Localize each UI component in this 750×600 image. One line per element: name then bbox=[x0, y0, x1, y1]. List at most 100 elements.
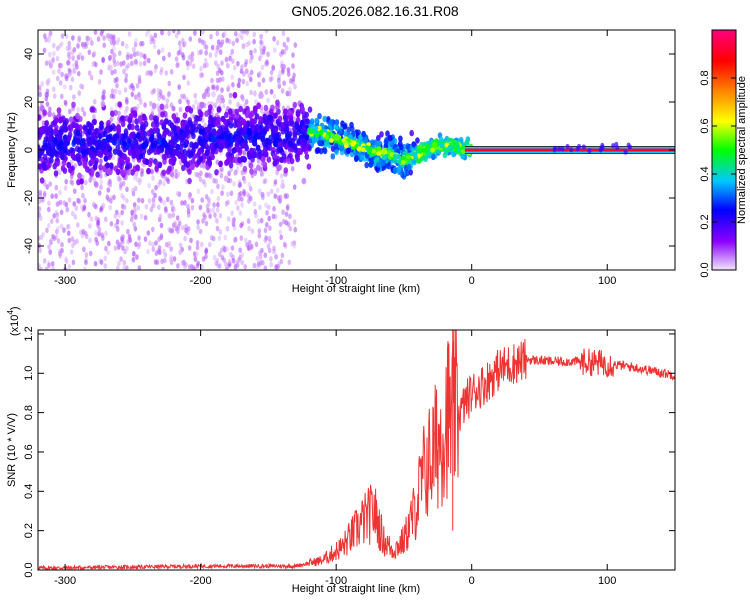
spectral-noise-point bbox=[151, 197, 156, 203]
spectral-noise-point bbox=[224, 261, 228, 268]
spectral-band-point bbox=[334, 119, 340, 126]
spectral-noise-point bbox=[237, 196, 241, 202]
spectral-noise-point bbox=[247, 225, 251, 232]
spectral-noise-point bbox=[249, 49, 253, 56]
spectral-noise-point bbox=[93, 260, 98, 267]
y-tick-label: -20 bbox=[23, 190, 35, 206]
spectrogram-marks bbox=[38, 30, 675, 270]
spectral-noise-point bbox=[94, 230, 98, 236]
spectral-band-point bbox=[59, 128, 64, 135]
figure-title: GN05.2026.082.16.31.R08 bbox=[291, 3, 459, 19]
spectral-peak-point bbox=[367, 147, 372, 153]
spectral-noise-point bbox=[79, 83, 83, 89]
spectral-band-point bbox=[374, 156, 380, 163]
x-tick-label: 0 bbox=[469, 275, 475, 287]
spectral-band-point bbox=[415, 137, 420, 144]
spectral-band-point bbox=[219, 139, 225, 146]
spectral-noise-point bbox=[153, 259, 158, 265]
colorbar-tick-label: 0.4 bbox=[699, 166, 711, 181]
spectral-band-point bbox=[236, 146, 241, 153]
spectral-band-point bbox=[106, 168, 111, 175]
spectral-band-point bbox=[184, 139, 190, 146]
colorbar-tick-label: 0.0 bbox=[699, 262, 711, 277]
spectral-band-point bbox=[294, 123, 300, 131]
spectral-band-point bbox=[236, 130, 242, 137]
spectral-noise-point bbox=[57, 68, 61, 74]
spectral-noise-point bbox=[216, 201, 220, 208]
spectral-band-point bbox=[451, 151, 456, 158]
spectral-noise-point bbox=[71, 55, 75, 61]
spectral-noise-point bbox=[266, 243, 271, 249]
spectral-noise-point bbox=[258, 204, 262, 211]
spectral-noise-point bbox=[201, 256, 206, 262]
spectral-noise-point bbox=[282, 241, 287, 248]
spectral-noise-point bbox=[218, 251, 222, 258]
spectral-noise-point bbox=[281, 30, 286, 37]
spectral-peak-point bbox=[412, 153, 418, 158]
spectral-noise-point bbox=[188, 60, 193, 67]
spectral-noise-point bbox=[170, 204, 175, 210]
spectral-noise-point bbox=[99, 31, 104, 37]
spectral-noise-point bbox=[134, 241, 138, 247]
spectral-noise-point bbox=[80, 106, 85, 113]
spectral-noise-point bbox=[250, 228, 255, 234]
x-tick-label: 100 bbox=[598, 275, 616, 287]
spectral-noise-point bbox=[142, 53, 147, 59]
spectral-band-point bbox=[190, 163, 195, 170]
spectral-band-point bbox=[127, 149, 133, 156]
spectral-band-point bbox=[179, 140, 185, 147]
spectral-band-point bbox=[299, 119, 305, 127]
spectral-noise-point bbox=[122, 68, 126, 75]
spectral-noise-point bbox=[137, 95, 141, 102]
spectral-band-point bbox=[49, 133, 54, 140]
spectral-noise-point bbox=[96, 36, 101, 42]
spectral-peak-point bbox=[461, 149, 466, 154]
spectral-noise-point bbox=[135, 83, 140, 89]
spectral-noise-point bbox=[220, 39, 225, 45]
spectral-band-point bbox=[195, 115, 201, 122]
spectral-noise-point bbox=[167, 240, 172, 247]
spectral-noise-point bbox=[214, 60, 218, 66]
spectral-noise-point bbox=[75, 238, 79, 244]
colorbar-label: Normalized spectral amplitude bbox=[736, 76, 748, 224]
spectral-band-point bbox=[267, 144, 273, 151]
spectral-noise-point bbox=[290, 166, 295, 172]
spectral-noise-point bbox=[182, 74, 186, 81]
spectral-noise-point bbox=[263, 227, 268, 234]
spectral-band-point bbox=[247, 153, 252, 160]
spectral-noise-point bbox=[199, 49, 203, 55]
spectral-band-point bbox=[284, 122, 289, 129]
spectral-band-point bbox=[301, 177, 307, 185]
spectral-band-point bbox=[214, 169, 219, 176]
spectral-band-point bbox=[247, 129, 253, 137]
spectral-band-point bbox=[349, 121, 354, 129]
spectral-band-point bbox=[278, 146, 284, 153]
spectral-band-point bbox=[58, 116, 64, 124]
spectral-noise-point bbox=[204, 247, 209, 253]
spectral-band-point bbox=[236, 135, 242, 142]
spectral-noise-point bbox=[252, 38, 256, 45]
spectral-band-point bbox=[47, 110, 52, 118]
spectral-noise-point bbox=[154, 240, 158, 246]
spectral-noise-point bbox=[220, 190, 224, 196]
spectral-noise-point bbox=[233, 237, 237, 243]
spectral-band-point bbox=[153, 118, 159, 125]
spectral-noise-point bbox=[265, 222, 269, 228]
spectral-noise-point bbox=[232, 181, 236, 187]
spectral-band-point bbox=[80, 148, 86, 156]
spectral-noise-point bbox=[165, 176, 170, 183]
spectral-noise-point bbox=[178, 45, 183, 51]
spectral-noise-point bbox=[282, 49, 287, 55]
spectral-band-point bbox=[98, 163, 103, 171]
spectral-faint-point bbox=[569, 147, 574, 153]
spectral-band-point bbox=[269, 108, 274, 116]
spectral-noise-point bbox=[209, 33, 213, 40]
spectral-noise-point bbox=[238, 181, 243, 188]
spectral-noise-point bbox=[292, 72, 296, 79]
spectral-noise-point bbox=[225, 246, 229, 252]
spectral-noise-point bbox=[89, 216, 94, 222]
spectral-band-point bbox=[289, 141, 294, 148]
spectral-band-point bbox=[376, 140, 382, 147]
spectral-noise-point bbox=[206, 91, 211, 98]
